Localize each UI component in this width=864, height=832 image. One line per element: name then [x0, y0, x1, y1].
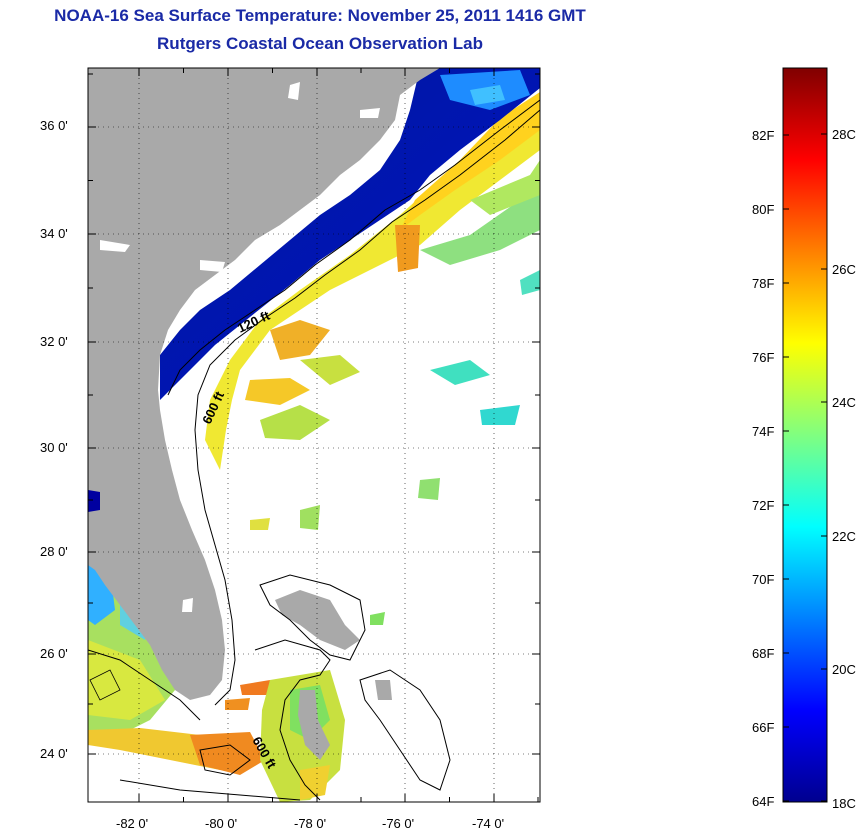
lon-label: -82 0' — [116, 816, 149, 831]
colorbar-f-label: 70F — [752, 572, 775, 587]
colorbar-c-label: 20C — [832, 662, 856, 677]
colorbar-c-label: 18C — [832, 796, 856, 811]
colorbar-f-label: 78F — [752, 276, 775, 291]
colorbar-f-label: 80F — [752, 202, 775, 217]
lat-label: 28 0' — [40, 544, 68, 559]
map-title: NOAA-16 Sea Surface Temperature: Novembe… — [54, 6, 586, 25]
map-subtitle: Rutgers Coastal Ocean Observation Lab — [157, 34, 483, 53]
lon-label: -78 0' — [294, 816, 327, 831]
florida-land — [88, 68, 440, 700]
colorbar — [782, 67, 828, 803]
lon-label: -74 0' — [472, 816, 505, 831]
lat-label: 30 0' — [40, 440, 68, 455]
lat-label: 34 0' — [40, 226, 68, 241]
map-frame — [87, 67, 541, 803]
map-grid — [88, 68, 540, 802]
colorbar-c-label: 28C — [832, 127, 856, 142]
lon-label: -80 0' — [205, 816, 238, 831]
lat-label: 36 0' — [40, 118, 68, 133]
lat-label: 24 0' — [40, 746, 68, 761]
colorbar-c-label: 26C — [832, 262, 856, 277]
colorbar-f-label: 82F — [752, 128, 775, 143]
colorbar-c-label: 22C — [832, 529, 856, 544]
colorbar-f-label: 66F — [752, 720, 775, 735]
colorbar-f-label: 76F — [752, 350, 775, 365]
colorbar-f-label: 74F — [752, 424, 775, 439]
lon-label: -76 0' — [382, 816, 415, 831]
colorbar-f-label: 64F — [752, 794, 775, 809]
lat-label: 32 0' — [40, 334, 68, 349]
lat-label: 26 0' — [40, 646, 68, 661]
colorbar-c-label: 24C — [832, 395, 856, 410]
colorbar-f-label: 68F — [752, 646, 775, 661]
shelf-cold-water — [160, 68, 540, 400]
colorbar-f-label: 72F — [752, 498, 775, 513]
